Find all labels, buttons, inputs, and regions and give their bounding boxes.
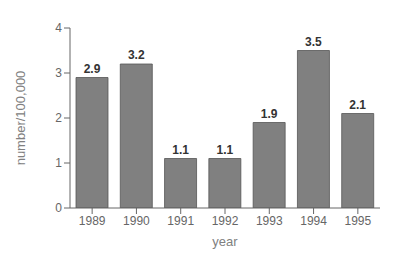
svg-text:1.1: 1.1: [172, 143, 189, 157]
svg-text:1: 1: [55, 156, 62, 170]
svg-text:1989: 1989: [79, 214, 106, 228]
svg-text:4: 4: [55, 21, 62, 35]
svg-text:1993: 1993: [256, 214, 283, 228]
svg-text:1994: 1994: [300, 214, 327, 228]
svg-text:1990: 1990: [123, 214, 150, 228]
svg-text:number/100,000: number/100,000: [13, 71, 28, 166]
svg-text:1992: 1992: [212, 214, 239, 228]
svg-text:3: 3: [55, 66, 62, 80]
svg-text:3.5: 3.5: [305, 35, 322, 49]
svg-text:2.1: 2.1: [349, 98, 366, 112]
svg-text:2.9: 2.9: [84, 62, 101, 76]
svg-text:1991: 1991: [167, 214, 194, 228]
svg-text:2: 2: [55, 111, 62, 125]
svg-text:1995: 1995: [345, 214, 372, 228]
svg-text:1.9: 1.9: [261, 107, 278, 121]
svg-text:1.1: 1.1: [217, 143, 234, 157]
svg-text:year: year: [212, 234, 238, 249]
svg-text:3.2: 3.2: [128, 48, 145, 62]
svg-text:0: 0: [55, 201, 62, 215]
